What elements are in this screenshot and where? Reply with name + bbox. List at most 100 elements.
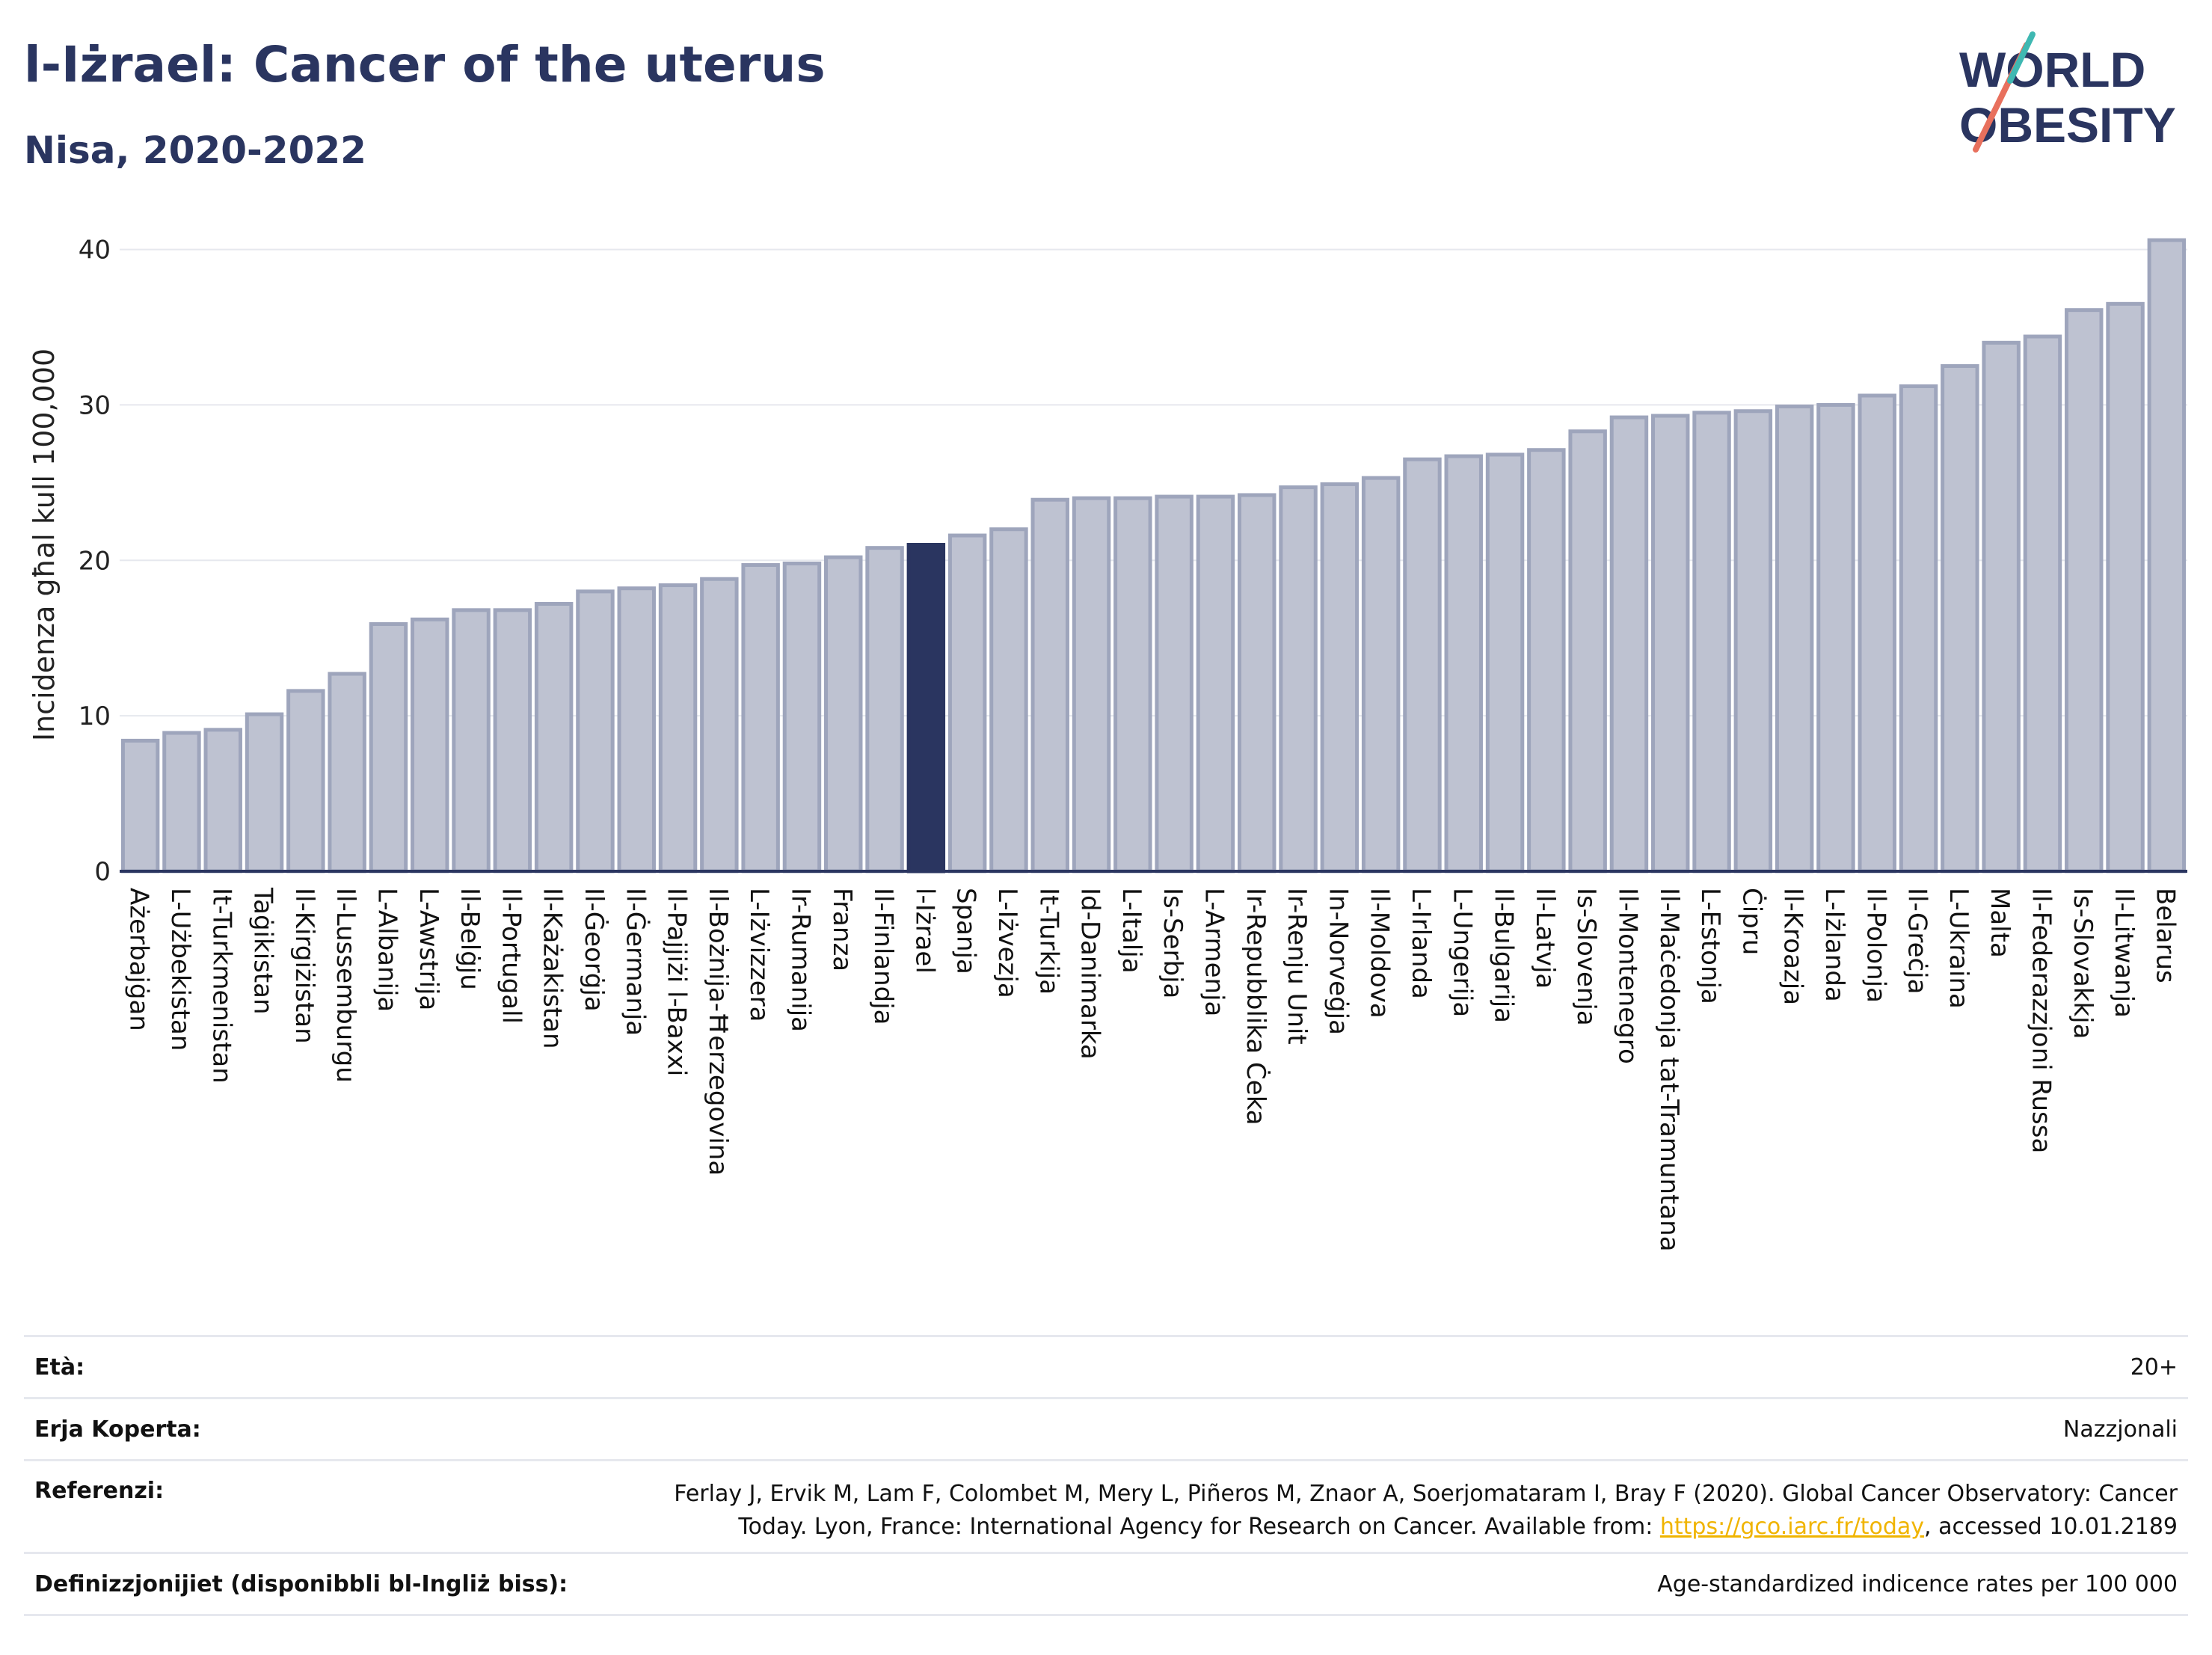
x-tick-label: L-Użbekistan — [165, 888, 195, 1051]
bar-22 — [1030, 497, 1069, 873]
x-tick-label: Il-Kroazja — [1778, 888, 1808, 1005]
info-row-definitions: Definizzjonijiet (disponibbli bl-Ingliż … — [24, 1552, 2188, 1616]
bar-41 — [1816, 402, 1855, 873]
x-tick-label: L-Italja — [1116, 888, 1146, 974]
info-table: Età: 20+ Erja Koperta: Nazzjonali Refere… — [24, 1335, 2188, 1616]
bar-44 — [1941, 363, 1979, 873]
x-tick-label: Il-Bulgarija — [1489, 888, 1519, 1023]
bar-19 — [906, 543, 946, 873]
page-title: l-Iżrael: Cancer of the uterus — [24, 36, 826, 93]
x-tick-label: L-Iżlanda — [1819, 888, 1849, 1002]
logo-line-1: WORLD — [1959, 42, 2145, 97]
bar-35 — [1568, 429, 1607, 873]
bar-3 — [245, 712, 284, 873]
bar-21 — [989, 527, 1028, 873]
bar-39 — [1733, 409, 1773, 873]
x-tick-label: Ċipru — [1736, 888, 1767, 955]
bar-32 — [1444, 454, 1483, 873]
y-tick-label: 30 — [79, 390, 111, 420]
x-tick-label: It-Turkmenistan — [206, 888, 236, 1084]
bar-4 — [286, 689, 325, 873]
reference-link[interactable]: https://gco.iarc.fr/today — [1659, 1514, 1925, 1540]
x-tick-label: Is-Slovakkja — [2068, 888, 2098, 1039]
x-tick-label: Ażerbajġan — [124, 888, 154, 1031]
x-tick-label: Belarus — [2150, 888, 2180, 983]
x-tick-label: Id-Danimarka — [1075, 888, 1105, 1060]
x-tick-label: L-Ukraina — [1944, 888, 1973, 1009]
bar-20 — [947, 533, 987, 873]
x-tick-label: L-Irlanda — [1406, 888, 1436, 999]
bar-1 — [162, 731, 201, 873]
bar-31 — [1403, 457, 1442, 873]
bar-24 — [1113, 496, 1152, 873]
x-tick-label: Il-Lussemburgu — [331, 888, 360, 1083]
bar-9 — [493, 608, 532, 873]
bar-40 — [1775, 405, 1814, 873]
bar-0 — [120, 738, 160, 873]
bar-2 — [203, 728, 242, 873]
x-tick-label: Il-Pajjiżi l-Baxxi — [662, 888, 692, 1076]
page-subtitle: Nisa, 2020-2022 — [24, 129, 366, 172]
area-value: Nazzjonali — [2062, 1416, 2178, 1443]
y-tick-label: 10 — [79, 701, 111, 731]
bar-28 — [1279, 485, 1318, 873]
x-tick-label: Il-Portugall — [496, 888, 526, 1024]
x-tick-label: Il-Maċedonja tat-Tramuntana — [1654, 888, 1684, 1252]
x-tick-label: L-Estonja — [1695, 888, 1725, 1004]
bar-6 — [369, 622, 408, 873]
x-tick-label: Il-Litwanja — [2109, 888, 2139, 1018]
x-tick-label: L-Albanija — [372, 888, 402, 1012]
references-value: Ferlay J, Ervik M, Lam F, Colombet M, Me… — [674, 1478, 2188, 1544]
bar-18 — [865, 546, 904, 873]
x-tick-label: L-Armenja — [1199, 888, 1229, 1016]
reference-accessed: , accessed 10.01.2189 — [1924, 1514, 2178, 1540]
bar-5 — [328, 672, 366, 873]
x-tick-label: Ir-Renju Unit — [1282, 888, 1312, 1045]
bar-43 — [1899, 384, 1938, 873]
x-tick-label: L-Iżvizzera — [744, 888, 774, 1022]
bar-34 — [1527, 448, 1566, 873]
bar-23 — [1072, 496, 1111, 873]
x-tick-label: Malta — [1985, 888, 2015, 958]
bar-45 — [1982, 340, 2021, 873]
x-tick-label: In-Norveġja — [1323, 888, 1353, 1035]
x-tick-label: L-Ungerija — [1447, 888, 1477, 1017]
bar-10 — [534, 601, 574, 873]
bar-33 — [1485, 452, 1525, 873]
x-tick-label: Il-Finlandja — [868, 888, 898, 1025]
x-tick-label: Ir-Repubblika Ċeka — [1241, 888, 1271, 1126]
bar-47 — [2065, 308, 2104, 873]
y-tick-label: 40 — [79, 236, 111, 265]
x-tick-label: Ir-Rumanija — [785, 888, 815, 1032]
bar-26 — [1196, 494, 1235, 873]
x-tick-label: Il-Federazzjoni Russa — [2026, 888, 2056, 1153]
bar-14 — [700, 577, 739, 873]
bar-46 — [2023, 334, 2062, 873]
x-tick-label: Spanja — [951, 888, 981, 974]
x-tick-label: Il-Każakistan — [538, 888, 568, 1049]
x-tick-label: Il-Greċja — [1902, 888, 1932, 994]
bar-30 — [1361, 476, 1401, 873]
bar-29 — [1320, 482, 1360, 873]
reference-text: Today. Lyon, France: International Agenc… — [738, 1514, 1660, 1540]
x-tick-label: Il-Polonja — [1861, 888, 1890, 1003]
bar-38 — [1692, 411, 1731, 873]
definitions-label: Definizzjonijiet (disponibbli bl-Ingliż … — [34, 1570, 568, 1597]
x-tick-label: Is-Serbja — [1158, 888, 1188, 998]
x-tick-label: Franza — [827, 888, 857, 971]
reference-line-2: Today. Lyon, France: International Agenc… — [674, 1511, 2178, 1544]
x-tick-label: l-Iżrael — [909, 888, 939, 974]
bar-7 — [411, 617, 449, 873]
info-row-references: Referenzi: Ferlay J, Ervik M, Lam F, Col… — [24, 1459, 2188, 1552]
references-label: Referenzi: — [34, 1478, 165, 1504]
reference-line-1: Ferlay J, Ervik M, Lam F, Colombet M, Me… — [674, 1481, 2178, 1507]
x-tick-label: Il-Belġju — [455, 888, 485, 990]
bar-16 — [782, 561, 822, 873]
age-label: Età: — [34, 1354, 85, 1381]
info-row-age: Età: 20+ — [24, 1335, 2188, 1397]
x-tick-label: Il-Kirgiżistan — [289, 888, 319, 1044]
x-tick-label: Il-Latvja — [1530, 888, 1560, 989]
x-tick-label: Il-Ġeorġja — [579, 888, 609, 1012]
x-tick-label: It-Turkija — [1033, 888, 1063, 995]
area-label: Erja Koperta: — [34, 1416, 201, 1443]
